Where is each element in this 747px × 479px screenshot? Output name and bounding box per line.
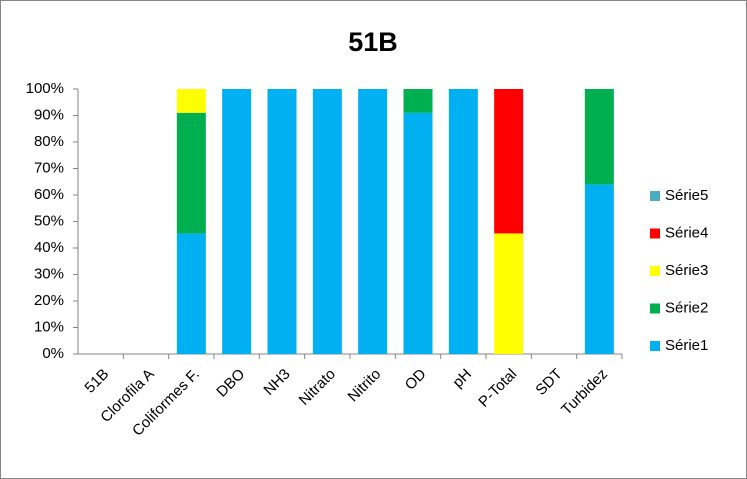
- y-tick-label: 80%: [34, 133, 64, 150]
- y-tick-label: 30%: [34, 265, 64, 282]
- y-tick-label: 100%: [26, 80, 64, 97]
- bar-segment: [176, 112, 206, 234]
- y-tick-label: 90%: [34, 106, 64, 123]
- bar-segment: [448, 89, 478, 354]
- y-tick-label: 10%: [34, 318, 64, 335]
- bar-segment: [312, 89, 342, 354]
- legend-swatch: [650, 266, 660, 276]
- bar-segment: [176, 89, 206, 113]
- legend-label: Série2: [665, 299, 708, 316]
- y-tick-label: 20%: [34, 292, 64, 309]
- legend-label: Série3: [665, 262, 708, 279]
- chart-title: 51B: [348, 27, 398, 57]
- y-tick-label: 0%: [42, 345, 64, 362]
- bar-segment: [584, 184, 614, 354]
- y-tick-label: 60%: [34, 186, 64, 203]
- y-tick-label: 70%: [34, 159, 64, 176]
- legend-swatch: [650, 191, 660, 201]
- bar-segment: [584, 89, 614, 185]
- bar-segment: [403, 89, 433, 113]
- legend-swatch: [650, 341, 660, 351]
- legend-label: Série5: [665, 187, 708, 204]
- legend-swatch: [650, 228, 660, 239]
- bar-segment: [176, 233, 206, 354]
- y-tick-label: 40%: [34, 239, 64, 256]
- bar-segment: [267, 89, 297, 354]
- legend-label: Série4: [665, 224, 708, 241]
- bar-segment: [494, 233, 524, 354]
- y-tick-label: 50%: [34, 212, 64, 229]
- legend-label: Série1: [665, 337, 708, 354]
- bar-segment: [222, 89, 252, 354]
- legend-swatch: [650, 303, 660, 314]
- bar-segment: [494, 89, 524, 234]
- bar-segment: [358, 89, 388, 354]
- bar-segment: [403, 112, 433, 354]
